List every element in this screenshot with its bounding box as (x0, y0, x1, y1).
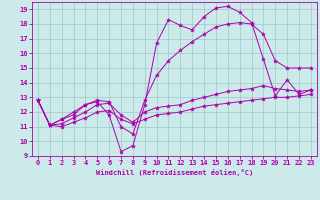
X-axis label: Windchill (Refroidissement éolien,°C): Windchill (Refroidissement éolien,°C) (96, 169, 253, 176)
